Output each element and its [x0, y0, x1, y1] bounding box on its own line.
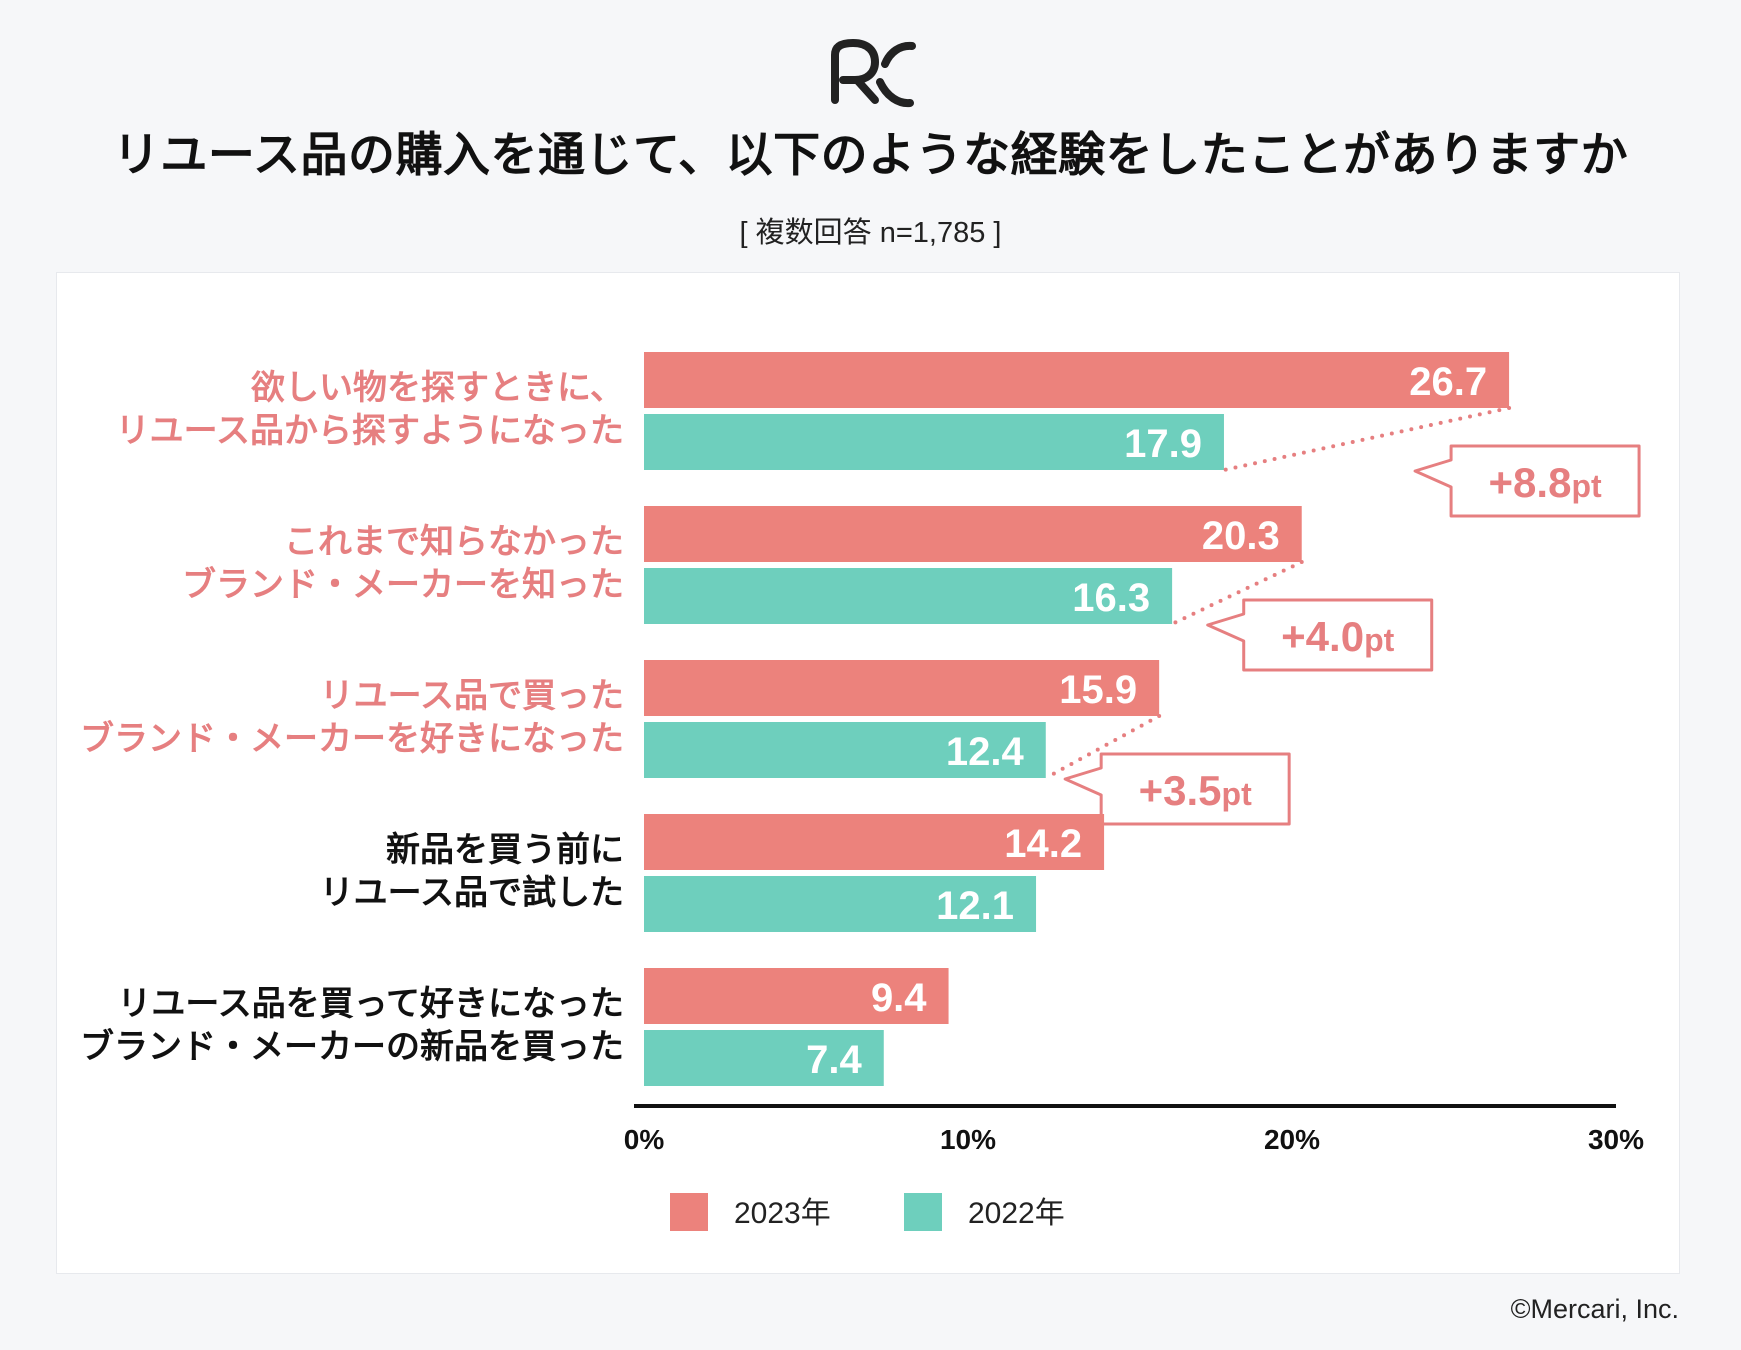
value-label-2022-3: 12.4: [946, 730, 1025, 774]
difference-label-2: +4.0pt: [1281, 613, 1394, 660]
x-tick-label-3: 20%: [1264, 1124, 1320, 1155]
bar-2022-3: [644, 722, 1046, 778]
copyright: ©Mercari, Inc.: [1510, 1294, 1679, 1324]
bar-2023-3: [644, 660, 1160, 716]
category-label-2-line-1: これまで知らなかった: [284, 523, 624, 561]
bar-2022-2: [644, 568, 1173, 624]
category-label-5-line-2: ブランド・メーカーの新品を買った: [80, 1027, 624, 1066]
difference-label-3: +3.5pt: [1139, 767, 1252, 814]
difference-connector-1: [1221, 406, 1512, 472]
x-tick-label-2: 10%: [940, 1124, 996, 1155]
category-label-2-line-2: ブランド・メーカーを知った: [182, 565, 624, 604]
legend-label-2: 2022年: [968, 1197, 1065, 1230]
bar-2023-2: [644, 506, 1302, 562]
difference-callout-2: [1206, 598, 1434, 672]
category-label-1-line-1: 欲しい物を探すときに、: [250, 369, 624, 407]
bar-2023-1: [644, 352, 1510, 408]
value-label-2022-4: 12.1: [936, 884, 1014, 928]
category-label-5-line-1: リユース品を買って好きになった: [117, 985, 624, 1023]
difference-label-1: +8.8pt: [1489, 459, 1602, 506]
category-label-3-line-2: ブランド・メーカーを好きになった: [80, 719, 624, 758]
bar-2022-5: [644, 1030, 884, 1086]
value-label-2023-5: 9.4: [871, 976, 927, 1020]
value-label-2023-3: 15.9: [1059, 668, 1137, 712]
legend-label-1: 2023年: [734, 1197, 831, 1230]
legend-swatch-2: [904, 1193, 942, 1231]
chart-title: リユース品の購入を通じて、以下のような経験をしたことがありますか: [112, 128, 1629, 181]
category-label-1-line-2: リユース品から探すようになった: [116, 412, 624, 450]
x-tick-label-1: 0%: [624, 1124, 665, 1155]
chart-subtitle: [ 複数回答 n=1,785 ]: [739, 217, 1002, 249]
difference-connector-2: [1170, 560, 1304, 626]
legend-swatch-1: [670, 1193, 708, 1231]
value-label-2022-5: 7.4: [806, 1038, 862, 1082]
bar-2023-4: [644, 814, 1105, 870]
value-label-2022-2: 16.3: [1072, 576, 1150, 620]
bar-2023-5: [644, 968, 949, 1024]
value-label-2023-4: 14.2: [1004, 822, 1082, 866]
difference-callout-1: [1413, 444, 1641, 518]
bar-2022-1: [644, 414, 1224, 470]
difference-callout-3: [1063, 752, 1291, 826]
difference-connector-3: [1043, 714, 1162, 780]
logo-area: [0, 38, 1741, 118]
x-tick-label-4: 30%: [1588, 1124, 1644, 1155]
value-label-2023-2: 20.3: [1202, 514, 1280, 558]
category-label-4-line-1: 新品を買う前に: [386, 831, 624, 869]
category-label-3-line-1: リユース品で買った: [320, 677, 624, 715]
value-label-2022-1: 17.9: [1124, 422, 1202, 466]
rc-logo: [831, 39, 916, 108]
value-label-2023-1: 26.7: [1409, 360, 1487, 404]
bar-2022-4: [644, 876, 1037, 932]
category-label-4-line-2: リユース品で試した: [320, 874, 624, 912]
